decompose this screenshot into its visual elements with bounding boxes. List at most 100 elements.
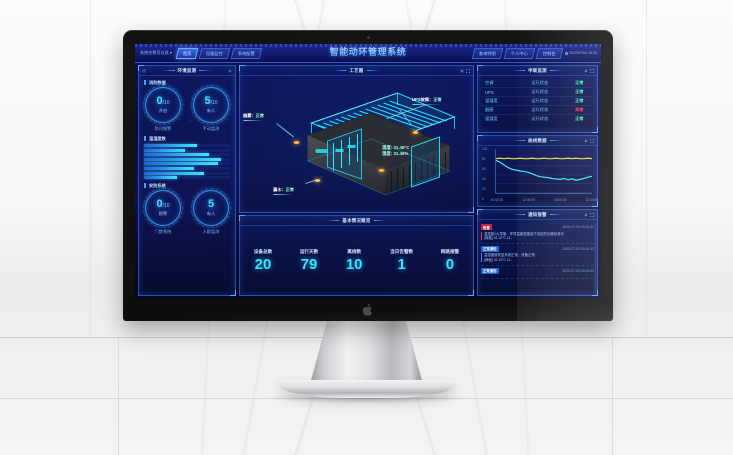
system-selector[interactable]: 系统名称可以选 ▾ — [140, 50, 172, 56]
gauge-security-alarm[interactable]: 0 /10 报警 门禁系统 — [143, 188, 183, 235]
gauge-fire-presence[interactable]: 5 /10 有人 手动监测 — [191, 85, 231, 132]
alarm-panel-title: 通知报警 — [528, 211, 547, 217]
expand-icon[interactable] — [590, 138, 594, 143]
stand-shadow — [264, 393, 469, 403]
status-badge: 正常 — [575, 116, 584, 121]
expand-icon[interactable] — [466, 68, 470, 73]
refresh-icon[interactable] — [142, 68, 146, 73]
stat-item[interactable]: 网路报警 0 — [441, 249, 459, 273]
gauge-ring: 5 有人 — [191, 188, 231, 229]
gear-icon[interactable] — [459, 68, 464, 73]
alarm-accent — [481, 231, 482, 241]
overview-stats-header: 基本情况概览 — [240, 216, 473, 226]
process-panel-title: 工艺图 — [349, 67, 364, 73]
table-row[interactable]: 温湿度 运行状态 正常 — [481, 96, 594, 105]
curve-panel-tools — [583, 138, 594, 143]
stat-item[interactable]: 设备总数 20 — [254, 249, 272, 273]
callout-leak[interactable]: 漏水：正常 — [273, 187, 294, 195]
bar-fill — [144, 153, 209, 157]
list-item[interactable]: 正常通知 2020-07-03 03:14:32 — [481, 266, 594, 279]
backdrop-line — [90, 0, 91, 337]
callout-smoke[interactable]: 烟雾：正常 — [243, 113, 264, 121]
hotspot-leak[interactable] — [314, 179, 320, 182]
curve-chart[interactable]: 100 80 60 40 20 0 00:00:00 12:00:00 00:00:00 12:… — [482, 147, 598, 203]
humidity-bar-chart — [144, 144, 230, 180]
list-item[interactable]: 告警 2020-07-03 03:14:32 温湿度1大导管：环境温度湿度高于设定的… — [481, 222, 594, 244]
nav-item-label: 系统配置 — [238, 50, 255, 55]
device-state: 运行状态 — [531, 116, 549, 121]
stat-value: 1 — [397, 256, 406, 273]
gauge-caption: 手动监测 — [202, 126, 220, 131]
environment-panel-title: 环境监测 — [177, 67, 197, 73]
curve-data-panel: 曲线数据 100 80 60 40 20 0 00: — [477, 135, 598, 207]
device-name: 温湿度 — [485, 98, 498, 103]
nav-item-home[interactable]: 首页 — [175, 47, 199, 59]
stat-item[interactable]: 运行天数 79 — [300, 249, 318, 273]
callout-underline — [243, 120, 264, 121]
gear-icon[interactable] — [583, 212, 588, 217]
table-row[interactable]: 空调 运行状态 正常 — [481, 78, 594, 87]
plus-icon[interactable] — [228, 69, 232, 73]
apple-logo-icon — [362, 304, 372, 316]
table-row[interactable]: 烟感 运行状态 异常 — [481, 105, 594, 114]
gauge-security-presence[interactable]: 5 有人 人群监测 — [191, 188, 231, 235]
stat-item[interactable]: 当日告警数 1 — [390, 249, 413, 273]
hotspot-ups[interactable] — [412, 131, 418, 134]
alarm-panel-tools — [583, 212, 594, 217]
bar-fill — [144, 162, 218, 166]
process-diagram-stage[interactable]: 烟雾：正常 UPS故障：正常 漏水：正常 — [240, 76, 473, 212]
nav-item-profile[interactable]: 个人中心 — [503, 47, 536, 59]
expand-icon[interactable] — [590, 212, 594, 217]
alarm-list[interactable]: 告警 2020-07-03 03:14:32 温湿度1大导管：环境温度湿度高于设定的… — [481, 222, 594, 293]
expand-icon[interactable] — [590, 68, 594, 73]
hotspot-temp-humidity[interactable] — [378, 169, 384, 172]
alarm-list-scrollbar[interactable] — [595, 224, 596, 292]
nav-item-console[interactable]: 控制台 — [535, 47, 563, 59]
stat-label: 离线数 — [347, 249, 362, 254]
gauge-ring: 5 /10 有人 — [191, 85, 231, 125]
gear-icon[interactable] — [583, 138, 588, 143]
nav-item-system-config[interactable]: 系统配置 — [230, 47, 263, 59]
header-clock: 2020/07/04 18:32 — [564, 51, 597, 55]
gauge-value-row: 5 — [208, 199, 214, 210]
fire-gauges: 0 /10 开启 防汛报警 5 /10 — [139, 85, 235, 132]
nav-item-query-chart[interactable]: 查询特图 — [472, 47, 504, 59]
chart-ytick: 100 — [482, 147, 488, 151]
bar-row — [144, 171, 230, 175]
callout-label: 漏水： — [273, 187, 286, 192]
gauge-caption: 门禁系统 — [154, 229, 172, 235]
gauge-ring: 0 /10 报警 — [143, 188, 183, 229]
nav-item-device-monitor[interactable]: 设备监控 — [199, 47, 231, 59]
status-badge: 告警 — [481, 224, 492, 230]
stat-label: 设备总数 — [253, 249, 273, 254]
device-status-panel: 申联监测 空调 运行状态 正常 UPS 运行状态 正常 温湿度 运行状态 正常 烟感 运行状态 异常温… — [477, 65, 598, 133]
title-decoration — [513, 140, 526, 141]
gauge-caption: 人群监测 — [202, 229, 220, 235]
gauge-fire-open[interactable]: 0 /10 开启 防汛报警 — [143, 85, 183, 132]
fire-section-label: 消防数据 — [144, 80, 235, 85]
bar-row — [144, 176, 230, 180]
bar-fill — [144, 148, 186, 152]
table-row[interactable]: UPS 运行状态 正常 — [481, 87, 594, 96]
callout-ups[interactable]: UPS故障：正常 — [412, 97, 442, 105]
gauge-value-row: 5 /10 — [204, 96, 217, 107]
alarm-head: 正常通知 2020-07-03 03:14:32 — [481, 267, 594, 274]
table-row[interactable]: 温湿度 运行状态 正常 — [481, 114, 594, 123]
hotspot-smoke[interactable] — [293, 141, 299, 144]
device-status-table: 空调 运行状态 正常 UPS 运行状态 正常 温湿度 运行状态 正常 烟感 运行状态 异常 温湿度 运行状… — [481, 78, 594, 123]
device-name: 温湿度 — [485, 116, 498, 121]
monitor-screen: 系统名称可以选 ▾ 首页 设备监控 系统配置 智能动环管理系统 — [135, 44, 601, 299]
stat-item[interactable]: 离线数 10 — [346, 249, 363, 273]
status-badge: 正常 — [575, 79, 584, 85]
list-item[interactable]: 正常通知 2020-07-03 03:14:32 温湿度值恢复系统正常，设备正常 [阀… — [481, 244, 594, 266]
status-badge: 正常通知 — [481, 245, 499, 252]
gear-icon[interactable] — [583, 68, 588, 73]
system-selector-label: 系统名称可以选 ▾ — [140, 50, 173, 55]
overview-stats-panel: 基本情况概览 设备总数 20 运行天数 79 离线数 10 当日告警数 1 网路报警 0 — [239, 215, 474, 296]
alarm-time: 2020-07-03 03:14:32 — [562, 225, 594, 229]
floor-line — [0, 398, 733, 399]
stat-value: 10 — [345, 256, 363, 273]
alarm-head: 告警 2020-07-03 03:14:32 — [481, 224, 594, 230]
gauge-value: 0 — [156, 95, 163, 107]
title-decoration — [549, 140, 562, 141]
